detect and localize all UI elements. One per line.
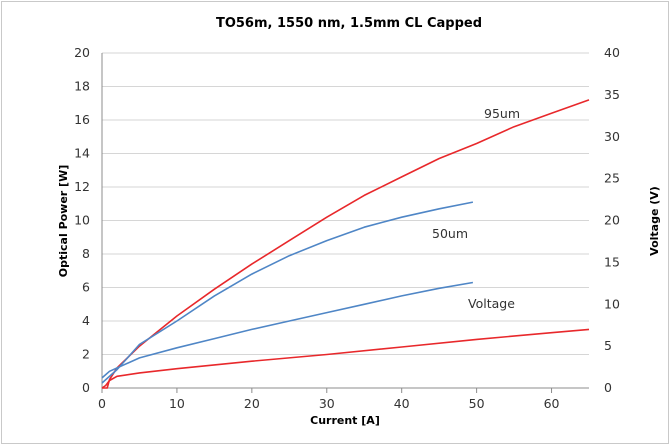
- series-line-3: [101, 328, 590, 389]
- x-tick-label: 50: [469, 396, 485, 411]
- y2-tick-label: 15: [604, 254, 620, 269]
- y2-tick-label: 40: [604, 45, 620, 60]
- y-tick-label: 8: [82, 246, 90, 261]
- y2-tick-label: 0: [604, 380, 612, 395]
- y-tick-label: 18: [74, 79, 90, 94]
- y2-tick-label: 30: [604, 129, 620, 144]
- y-tick-label: 12: [74, 179, 90, 194]
- y2-tick-label: 25: [604, 171, 620, 186]
- y2-axis-label: Voltage (V): [648, 186, 661, 256]
- x-tick-label: 30: [319, 396, 335, 411]
- x-axis-label: Current [A]: [310, 414, 380, 427]
- y-tick-label: 20: [74, 45, 90, 60]
- series-line-1: [101, 201, 474, 384]
- y-tick-label: 4: [82, 313, 90, 328]
- annotation-50um: 50um: [432, 226, 468, 241]
- x-tick-label: 60: [544, 396, 560, 411]
- x-tick-label: 20: [244, 396, 260, 411]
- y2-tick-label: 35: [604, 87, 620, 102]
- y-tick-label: 16: [74, 112, 90, 127]
- annotation-voltage: Voltage: [468, 296, 515, 311]
- y2-tick-label: 5: [604, 338, 612, 353]
- y-tick-label: 0: [82, 380, 90, 395]
- series-line-2: [101, 281, 474, 379]
- chart-title: TO56m, 1550 nm, 1.5mm CL Capped: [216, 16, 482, 31]
- y-tick-label: 2: [82, 347, 90, 362]
- y-tick-label: 6: [82, 280, 90, 295]
- series-line-0: [102, 99, 590, 389]
- x-tick-label: 0: [98, 396, 106, 411]
- x-tick-label: 40: [394, 396, 410, 411]
- x-tick-label: 10: [169, 396, 185, 411]
- y2-tick-label: 10: [604, 296, 620, 311]
- annotation-95um: 95um: [484, 106, 520, 121]
- y-tick-label: 10: [74, 213, 90, 228]
- y2-tick-label: 20: [604, 213, 620, 228]
- y-tick-label: 14: [74, 146, 90, 161]
- y-axis-label: Optical Power [W]: [57, 165, 70, 277]
